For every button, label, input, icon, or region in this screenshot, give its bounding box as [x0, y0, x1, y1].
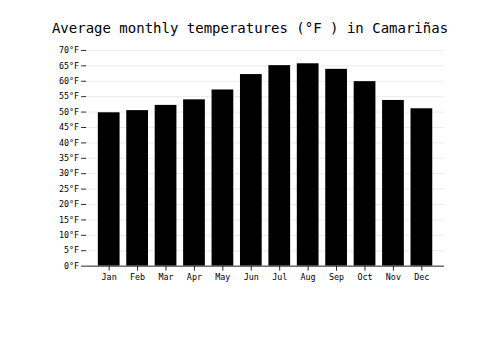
- svg-text:65°F: 65°F: [59, 61, 79, 71]
- svg-text:40°F: 40°F: [59, 138, 79, 148]
- svg-text:0°F: 0°F: [64, 261, 79, 271]
- svg-text:Jun: Jun: [244, 272, 259, 282]
- svg-text:Oct: Oct: [357, 272, 372, 282]
- svg-text:70°F: 70°F: [59, 45, 79, 55]
- svg-text:10°F: 10°F: [59, 230, 79, 240]
- svg-text:Sep: Sep: [329, 272, 344, 282]
- svg-text:Nov: Nov: [386, 272, 401, 282]
- svg-text:Jan: Jan: [102, 272, 117, 282]
- svg-text:Jul: Jul: [272, 272, 287, 282]
- svg-text:45°F: 45°F: [59, 122, 79, 132]
- svg-text:15°F: 15°F: [59, 215, 79, 225]
- svg-text:May: May: [215, 272, 230, 282]
- svg-text:20°F: 20°F: [59, 199, 79, 209]
- svg-text:Apr: Apr: [187, 272, 202, 282]
- svg-text:Aug: Aug: [301, 272, 316, 282]
- svg-text:30°F: 30°F: [59, 168, 79, 178]
- html-text:Average monthly temperatures (: Average monthly temperatures (°F ) in Ca…: [51, 20, 449, 36]
- svg-text:Feb: Feb: [130, 272, 145, 282]
- svg-text:5°F: 5°F: [64, 245, 79, 255]
- svg-text:25°F: 25°F: [59, 184, 79, 194]
- svg-text:55°F: 55°F: [59, 91, 79, 101]
- svg-text:35°F: 35°F: [59, 153, 79, 163]
- svg-text:Mar: Mar: [158, 272, 173, 282]
- svg-text:50°F: 50°F: [59, 107, 79, 117]
- svg-text:Dec: Dec: [414, 272, 429, 282]
- svg-text:60°F: 60°F: [59, 76, 79, 86]
